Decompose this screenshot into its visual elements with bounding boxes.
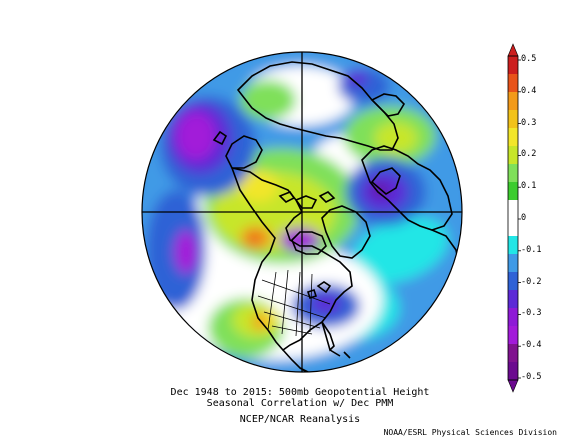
colorbar-tick-label: -0.5 bbox=[521, 372, 542, 382]
colorbar-segment bbox=[508, 146, 518, 165]
colorbar-segment bbox=[508, 254, 518, 273]
colorbar-frame bbox=[507, 55, 519, 381]
lat-lon-crosshair bbox=[142, 52, 462, 372]
colorbar-tick-label: 0.4 bbox=[521, 85, 537, 96]
colorbar-segment bbox=[508, 308, 518, 327]
colorbar-segment bbox=[508, 362, 518, 381]
colorbar bbox=[507, 43, 521, 393]
colorbar-tick-label: 0.1 bbox=[521, 181, 537, 192]
credit-text: NOAA/ESRL Physical Sciences Division bbox=[383, 428, 557, 437]
colorbar-tick-label: -0.1 bbox=[521, 244, 542, 255]
colorbar-segment bbox=[508, 74, 518, 93]
colorbar-top-arrow bbox=[507, 43, 519, 57]
colorbar-bottom-arrow bbox=[507, 379, 519, 393]
map-boundary-circle bbox=[141, 51, 463, 373]
colorbar-tick-label: 0 bbox=[521, 213, 527, 223]
colorbar-segment bbox=[508, 164, 518, 183]
field-region-light_green bbox=[240, 80, 296, 120]
colorbar-segment bbox=[508, 56, 518, 75]
field-region-red_orange bbox=[248, 232, 260, 244]
field-region-purple bbox=[174, 230, 198, 274]
state-boundaries bbox=[257, 269, 331, 337]
field-region-violet bbox=[344, 70, 368, 86]
colorbar-segment bbox=[508, 128, 518, 147]
colorbar-segment bbox=[508, 110, 518, 129]
colorbar-segment bbox=[508, 272, 518, 291]
colorbar-segment bbox=[508, 92, 518, 111]
colorbar-segment bbox=[508, 326, 518, 345]
colorbar-tick-label: 0.5 bbox=[521, 54, 537, 64]
field-region-yellow bbox=[238, 170, 278, 202]
colorbar-segment bbox=[508, 200, 518, 219]
colorbar-tick-label: -0.2 bbox=[521, 276, 542, 287]
caption-line-2: Seasonal Correlation w/ Dec PMM bbox=[206, 398, 394, 409]
caption-line-3: NCEP/NCAR Reanalysis bbox=[239, 414, 361, 425]
colorbar-segment bbox=[508, 344, 518, 363]
field-region-violet bbox=[310, 294, 342, 314]
field-region-cyan bbox=[351, 217, 449, 283]
colorbar-tick-label: 0.2 bbox=[521, 149, 537, 160]
colorbar-segment bbox=[508, 182, 518, 201]
colorbar-segment bbox=[508, 218, 518, 237]
colorbar-tick-label: 0.3 bbox=[521, 117, 537, 128]
colorbar-tick-label: -0.3 bbox=[521, 308, 542, 319]
colorbar-segment bbox=[508, 236, 518, 255]
caption-line-1: Dec 1948 to 2015: 500mb Geopotential Hei… bbox=[170, 387, 430, 398]
colorbar-tick-label: -0.4 bbox=[521, 340, 542, 351]
colorbar-segment bbox=[508, 290, 518, 309]
field-region-purple bbox=[176, 112, 216, 160]
